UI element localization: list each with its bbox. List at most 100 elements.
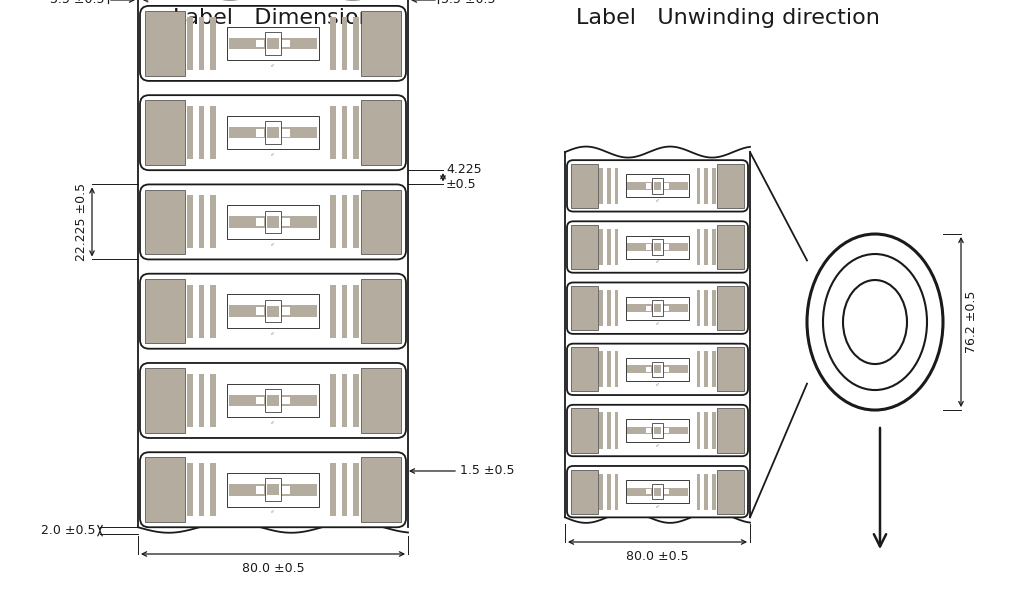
Bar: [353, 285, 358, 338]
Bar: [607, 290, 611, 326]
Bar: [146, 279, 185, 344]
FancyBboxPatch shape: [567, 405, 748, 456]
Bar: [361, 190, 401, 254]
Bar: [353, 464, 358, 516]
Bar: [704, 351, 708, 388]
Bar: [342, 464, 347, 516]
Bar: [229, 216, 318, 228]
Bar: [664, 244, 669, 250]
Bar: [331, 17, 336, 70]
Bar: [718, 225, 744, 269]
Bar: [718, 286, 744, 330]
Bar: [626, 175, 689, 197]
Text: 4.225
±0.5: 4.225 ±0.5: [446, 163, 482, 191]
Bar: [146, 190, 185, 254]
Bar: [645, 306, 651, 311]
Bar: [342, 285, 347, 338]
Text: e²: e²: [656, 505, 660, 509]
Bar: [210, 374, 216, 427]
Bar: [342, 374, 347, 427]
Bar: [664, 183, 669, 188]
Bar: [199, 17, 205, 70]
FancyBboxPatch shape: [140, 6, 406, 81]
Bar: [645, 183, 651, 188]
Text: e²: e²: [271, 421, 275, 425]
Bar: [257, 129, 264, 137]
Bar: [229, 395, 318, 406]
Bar: [626, 419, 689, 442]
Bar: [227, 205, 320, 239]
Text: e²: e²: [656, 444, 660, 448]
Bar: [267, 38, 279, 49]
Bar: [331, 106, 336, 159]
Bar: [600, 290, 603, 326]
Bar: [210, 17, 216, 70]
Bar: [331, 374, 336, 427]
Text: Label   Dimension: Label Dimension: [173, 8, 373, 28]
Bar: [645, 367, 651, 372]
Bar: [342, 17, 347, 70]
Bar: [267, 484, 279, 495]
Bar: [571, 347, 598, 391]
Bar: [704, 474, 708, 510]
Bar: [664, 428, 669, 433]
Bar: [718, 347, 744, 391]
Bar: [600, 351, 603, 388]
Bar: [627, 243, 687, 251]
Text: e²: e²: [656, 261, 660, 264]
FancyBboxPatch shape: [140, 452, 406, 527]
Bar: [704, 229, 708, 265]
Bar: [607, 168, 611, 204]
Bar: [652, 484, 663, 500]
Bar: [627, 427, 687, 435]
Bar: [361, 101, 401, 165]
Bar: [267, 127, 279, 138]
Bar: [696, 168, 700, 204]
Bar: [600, 229, 603, 265]
Ellipse shape: [843, 280, 907, 364]
Bar: [227, 473, 320, 506]
Bar: [353, 17, 358, 70]
Text: 3.5 ±0.5: 3.5 ±0.5: [441, 0, 496, 7]
Bar: [210, 464, 216, 516]
Bar: [712, 412, 716, 448]
Bar: [265, 211, 281, 233]
Bar: [615, 290, 619, 326]
Bar: [654, 305, 662, 312]
Bar: [645, 489, 651, 494]
Text: 80.0 ±0.5: 80.0 ±0.5: [626, 550, 689, 563]
Bar: [654, 243, 662, 251]
Bar: [282, 486, 290, 494]
Bar: [187, 374, 193, 427]
Bar: [615, 474, 619, 510]
Bar: [571, 408, 598, 453]
Bar: [267, 216, 279, 228]
FancyBboxPatch shape: [140, 363, 406, 438]
Bar: [627, 365, 687, 373]
Bar: [331, 464, 336, 516]
Bar: [199, 374, 205, 427]
Bar: [210, 106, 216, 159]
Ellipse shape: [823, 254, 927, 390]
Bar: [704, 290, 708, 326]
Bar: [199, 464, 205, 516]
FancyBboxPatch shape: [140, 95, 406, 170]
Bar: [712, 290, 716, 326]
Bar: [361, 11, 401, 76]
Text: e²: e²: [656, 321, 660, 326]
Bar: [600, 474, 603, 510]
Bar: [265, 389, 281, 412]
Bar: [654, 365, 662, 373]
Bar: [265, 122, 281, 144]
Text: e²: e²: [271, 154, 275, 157]
Bar: [229, 37, 318, 49]
Bar: [626, 480, 689, 503]
Bar: [361, 458, 401, 522]
Bar: [227, 383, 320, 417]
Bar: [282, 40, 290, 48]
FancyBboxPatch shape: [567, 282, 748, 334]
Bar: [626, 235, 689, 258]
Bar: [257, 218, 264, 226]
Bar: [652, 178, 663, 194]
Bar: [257, 486, 264, 494]
